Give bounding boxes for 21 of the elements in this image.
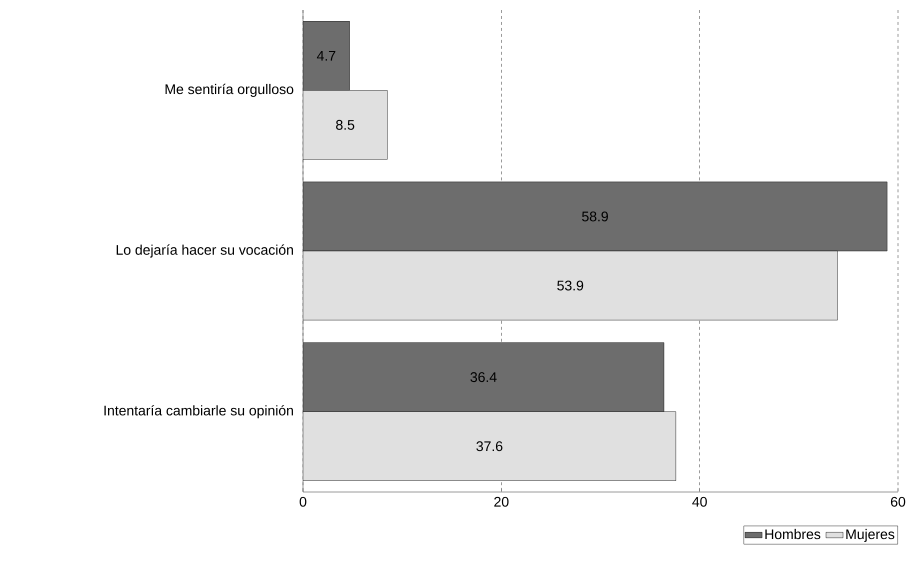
x-tick-label: 40 — [692, 496, 707, 507]
data-label: 8.5 — [336, 120, 354, 130]
x-tick-label: 20 — [494, 496, 509, 507]
data-label: 4.7 — [316, 50, 336, 61]
bar — [303, 411, 676, 481]
data-label: 53.9 — [557, 280, 584, 290]
data-label: 36.4 — [470, 372, 497, 382]
bar — [303, 21, 350, 91]
y-tick-label: Intentaría cambiarle su opinión — [104, 405, 293, 418]
data-label: 58.9 — [582, 212, 608, 222]
bar — [303, 342, 664, 412]
bar — [303, 250, 838, 320]
bar — [303, 182, 888, 252]
legend-label: Hombres — [765, 528, 820, 540]
legend-label: Mujeres — [846, 528, 894, 542]
x-tick-label: 0 — [300, 496, 306, 507]
y-tick-label: Lo dejaría hacer su vocación — [116, 244, 293, 258]
bar — [303, 90, 388, 160]
x-tick-label: 60 — [890, 496, 906, 507]
data-label: 37.6 — [476, 441, 502, 452]
y-tick-label: Me sentiría orgulloso — [166, 84, 294, 97]
